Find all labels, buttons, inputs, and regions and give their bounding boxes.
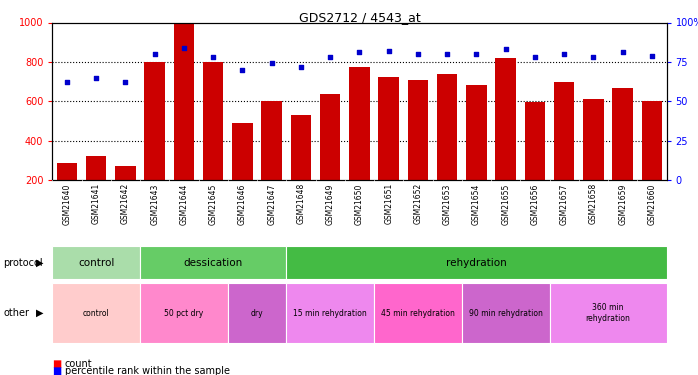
Bar: [52, 246, 140, 279]
Text: dry: dry: [251, 309, 263, 318]
Text: GSM21647: GSM21647: [267, 183, 276, 225]
Bar: [140, 283, 228, 343]
Bar: [378, 76, 399, 180]
Text: 90 min rehydration: 90 min rehydration: [469, 309, 542, 318]
Text: ■: ■: [52, 366, 61, 375]
Point: [529, 54, 540, 60]
Text: rehydration: rehydration: [446, 258, 507, 267]
Bar: [612, 88, 633, 180]
Text: 45 min rehydration: 45 min rehydration: [381, 309, 455, 318]
Text: 360 min
rehydration: 360 min rehydration: [586, 303, 630, 323]
Text: GSM21654: GSM21654: [472, 183, 481, 225]
Point: [442, 51, 453, 57]
Bar: [462, 283, 549, 343]
Point: [646, 53, 658, 58]
Text: GSM21655: GSM21655: [501, 183, 510, 225]
Bar: [349, 67, 370, 180]
Point: [207, 54, 218, 60]
Text: GSM21660: GSM21660: [648, 183, 656, 225]
Text: GSM21659: GSM21659: [618, 183, 628, 225]
Text: percentile rank within the sample: percentile rank within the sample: [65, 366, 230, 375]
Point: [558, 51, 570, 57]
Bar: [262, 101, 282, 180]
Text: GSM21656: GSM21656: [530, 183, 540, 225]
Bar: [496, 58, 516, 180]
Bar: [408, 80, 428, 180]
Point: [237, 67, 248, 73]
Text: GSM21652: GSM21652: [413, 183, 422, 224]
Point: [295, 64, 306, 70]
Bar: [86, 156, 107, 180]
Point: [61, 80, 73, 86]
Bar: [525, 102, 545, 180]
Point: [91, 75, 102, 81]
Text: GSM21642: GSM21642: [121, 183, 130, 224]
Bar: [320, 94, 341, 180]
Text: ▶: ▶: [36, 258, 44, 267]
Text: ▶: ▶: [36, 308, 44, 318]
Bar: [203, 62, 223, 180]
Point: [354, 50, 365, 55]
Bar: [174, 22, 194, 180]
Text: dessication: dessication: [184, 258, 243, 267]
Text: other: other: [3, 308, 29, 318]
Bar: [286, 283, 374, 343]
Text: 15 min rehydration: 15 min rehydration: [293, 309, 367, 318]
Bar: [52, 283, 140, 343]
Point: [588, 54, 599, 60]
Point: [179, 45, 190, 51]
Bar: [115, 166, 135, 180]
Point: [149, 51, 161, 57]
Text: GSM21653: GSM21653: [443, 183, 452, 225]
Point: [325, 54, 336, 60]
Text: GSM21646: GSM21646: [238, 183, 247, 225]
Text: GSM21645: GSM21645: [209, 183, 218, 225]
Bar: [140, 246, 286, 279]
Text: GSM21657: GSM21657: [560, 183, 569, 225]
Text: GSM21649: GSM21649: [326, 183, 335, 225]
Bar: [466, 84, 487, 180]
Point: [383, 48, 394, 54]
Bar: [57, 163, 77, 180]
Bar: [228, 283, 286, 343]
Text: protocol: protocol: [3, 258, 43, 267]
Bar: [291, 115, 311, 180]
Bar: [232, 123, 253, 180]
Text: GSM21644: GSM21644: [179, 183, 188, 225]
Text: GSM21640: GSM21640: [63, 183, 71, 225]
Point: [500, 46, 512, 52]
Text: GSM21651: GSM21651: [384, 183, 393, 224]
Text: ■: ■: [52, 359, 61, 369]
Point: [266, 60, 277, 66]
Text: count: count: [65, 359, 93, 369]
Text: 50 pct dry: 50 pct dry: [164, 309, 204, 318]
Point: [413, 51, 424, 57]
Text: GSM21643: GSM21643: [150, 183, 159, 225]
Text: GSM21648: GSM21648: [297, 183, 306, 224]
Bar: [144, 62, 165, 180]
Point: [471, 51, 482, 57]
Bar: [286, 246, 667, 279]
Bar: [554, 82, 574, 180]
Text: GSM21641: GSM21641: [91, 183, 101, 224]
Text: GDS2712 / 4543_at: GDS2712 / 4543_at: [299, 11, 420, 24]
Text: control: control: [78, 258, 114, 267]
Bar: [584, 99, 604, 180]
Point: [120, 80, 131, 86]
Text: GSM21650: GSM21650: [355, 183, 364, 225]
Bar: [641, 101, 662, 180]
Bar: [549, 283, 667, 343]
Point: [617, 50, 628, 55]
Text: GSM21658: GSM21658: [589, 183, 598, 224]
Bar: [374, 283, 462, 343]
Text: control: control: [83, 309, 110, 318]
Bar: [437, 74, 457, 180]
